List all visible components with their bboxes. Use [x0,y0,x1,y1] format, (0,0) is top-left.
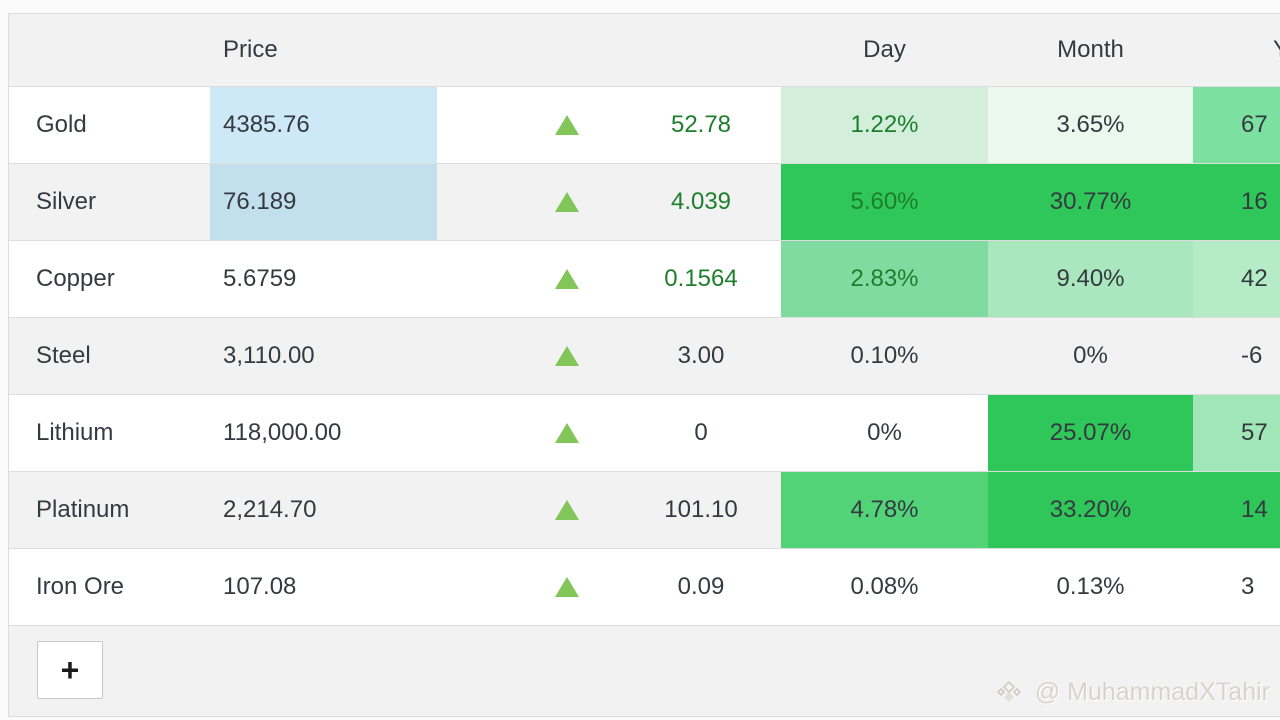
commodity-link[interactable]: Iron Ore [36,573,125,600]
year-cell-clipped: 16 [1193,164,1280,240]
arrow-cell [437,87,621,163]
table-header-row: Price Day Month Y [9,14,1280,86]
up-triangle-icon [555,577,579,597]
arrow-cell [437,318,621,394]
col-header-price[interactable]: Price [223,36,278,63]
arrow-cell [437,241,621,317]
commodity-link[interactable]: Platinum [36,496,130,523]
day-cell: 5.60% [781,164,988,240]
month-cell: 33.20% [988,472,1193,548]
year-cell-clipped: -6 [1241,342,1263,369]
commodity-link[interactable]: Lithium [36,419,114,446]
year-cell-clipped: 42 [1193,241,1280,317]
change-cell: 52.78 [670,111,732,138]
col-header-year-clipped[interactable]: Y [1193,14,1280,86]
table-footer: + @ MuhammadXTahir [9,625,1280,716]
commodity-link[interactable]: Gold [36,111,87,138]
table-row-copper: Copper 5.6759 0.1564 2.83% 9.40% 42 [9,240,1280,317]
change-cell: 0 [694,419,708,446]
up-triangle-icon [555,346,579,366]
year-cell-clipped: 57 [1193,395,1280,471]
month-cell: 9.40% [988,241,1193,317]
change-cell: 0.1564 [664,265,738,292]
up-triangle-icon [555,115,579,135]
year-cell-clipped: 14 [1193,472,1280,548]
table-row-gold: Gold 4385.76 52.78 1.22% 3.65% 67 [9,86,1280,163]
year-cell-clipped: 67 [1193,87,1280,163]
change-cell: 101.10 [664,496,738,523]
col-header-day[interactable]: Day [863,36,906,63]
arrow-cell [437,472,621,548]
up-triangle-icon [555,192,579,212]
col-header-empty-arrow [437,14,621,86]
price-cell: 2,214.70 [223,496,317,523]
price-cell: 5.6759 [223,265,297,292]
watermark-text: @ MuhammadXTahir [1034,677,1270,706]
up-triangle-icon [555,500,579,520]
up-triangle-icon [555,269,579,289]
table-row-lithium: Lithium 118,000.00 0 0% 25.07% 57 [9,394,1280,471]
arrow-cell [437,549,621,625]
year-cell-clipped: 3 [1241,573,1255,600]
commodity-link[interactable]: Silver [36,188,97,215]
commodities-table: Price Day Month Y Gold 4385.76 52.78 1.2… [8,13,1280,717]
table-row-steel: Steel 3,110.00 3.00 0.10% 0% -6 [9,317,1280,394]
day-cell: 4.78% [781,472,988,548]
change-cell: 4.039 [670,188,732,215]
commodity-link[interactable]: Copper [36,265,115,292]
price-cell: 118,000.00 [223,419,342,446]
table-row-silver: Silver 76.189 4.039 5.60% 30.77% 16 [9,163,1280,240]
add-commodity-button[interactable]: + [37,641,103,699]
day-cell: 1.22% [781,87,988,163]
month-cell: 0% [1073,342,1108,369]
col-header-month[interactable]: Month [1057,36,1124,63]
arrow-cell [437,395,621,471]
price-cell: 107.08 [223,573,297,600]
month-cell: 0.13% [1056,573,1125,600]
price-cell: 3,110.00 [223,342,315,369]
day-cell: 2.83% [781,241,988,317]
up-triangle-icon [555,423,579,443]
change-cell: 3.00 [677,342,725,369]
arrow-cell [437,164,621,240]
price-cell: 76.189 [210,164,437,240]
day-cell: 0.08% [850,573,919,600]
col-header-empty-change [621,14,781,86]
month-cell: 30.77% [988,164,1193,240]
change-cell: 0.09 [677,573,725,600]
diamond-logo-icon [996,680,1021,702]
table-row-platinum: Platinum 2,214.70 101.10 4.78% 33.20% 14 [9,471,1280,548]
month-cell: 25.07% [988,395,1193,471]
day-cell: 0% [867,419,902,446]
day-cell: 0.10% [850,342,919,369]
month-cell: 3.65% [988,87,1193,163]
watermark: @ MuhammadXTahir [993,676,1270,708]
col-header-empty-name [9,14,210,86]
commodity-link[interactable]: Steel [36,342,91,369]
price-cell: 4385.76 [210,87,437,163]
table-row-iron-ore: Iron Ore 107.08 0.09 0.08% 0.13% 3 [9,548,1280,625]
